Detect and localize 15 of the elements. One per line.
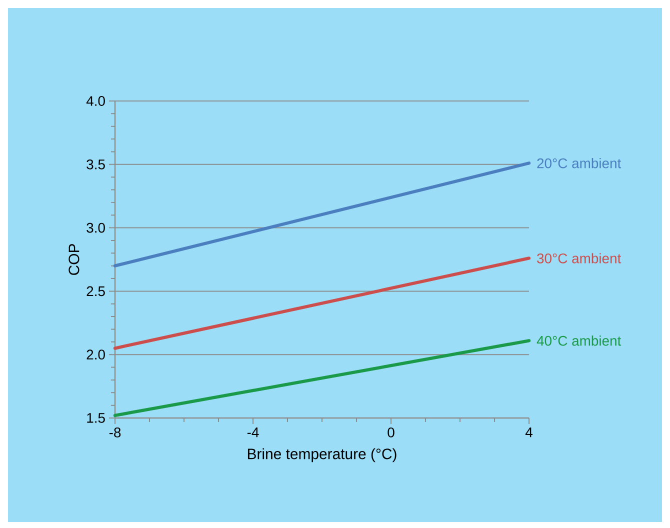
series-label: 30°C ambient <box>537 253 622 264</box>
y-tick-label: 1.5 <box>87 413 105 423</box>
x-tick-label: 0 <box>388 428 394 438</box>
y-tick-label: 3.5 <box>86 159 105 170</box>
y-tick-label: 2.0 <box>86 350 105 360</box>
x-axis-title: Brine temperature (°C) <box>248 448 396 462</box>
y-tick-label: 4.0 <box>86 96 105 106</box>
y-tick-label: 3.0 <box>86 222 105 233</box>
x-tick-label: -8 <box>109 428 121 438</box>
x-tick-label: 4 <box>525 428 532 438</box>
y-axis-title: COP <box>68 244 80 275</box>
series-label: 40°C ambient <box>536 336 622 346</box>
y-tick-label: 2.5 <box>86 286 105 296</box>
x-tick-label: -4 <box>247 428 259 438</box>
series-label: 20°C ambient <box>537 158 622 168</box>
